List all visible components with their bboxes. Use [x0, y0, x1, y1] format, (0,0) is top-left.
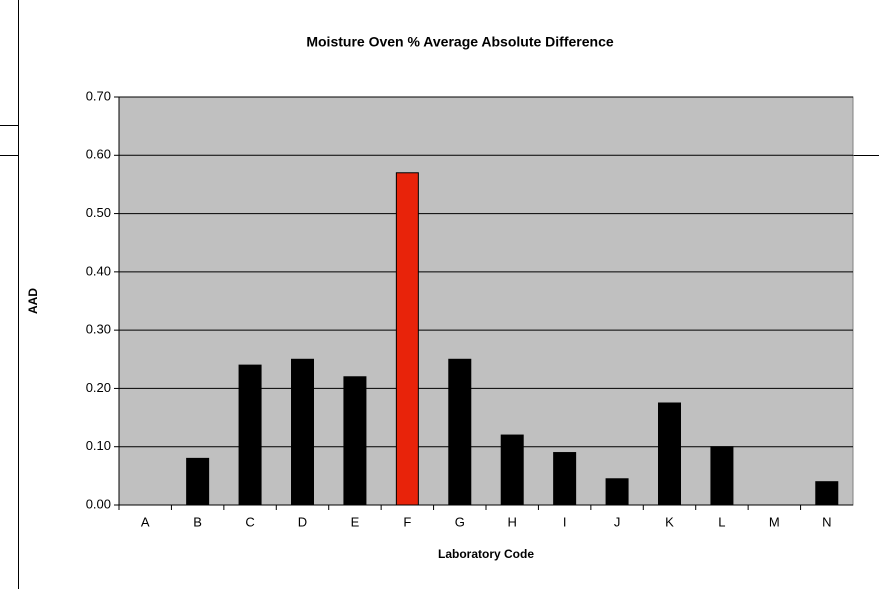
y-tick-label: 0.50 — [86, 205, 111, 220]
bar — [710, 446, 734, 506]
chart-title: Moisture Oven % Average Absolute Differe… — [306, 34, 614, 50]
y-tick-label: 0.10 — [86, 438, 111, 453]
bar — [553, 452, 577, 506]
y-tick-label: 0.20 — [86, 380, 111, 395]
bar — [238, 364, 262, 506]
x-tick-label: D — [298, 514, 307, 529]
bar — [186, 457, 210, 506]
y-tick-label: 0.60 — [86, 147, 111, 162]
x-tick-label: M — [769, 514, 780, 529]
plot-area — [118, 96, 854, 506]
bar — [395, 172, 419, 506]
bar — [605, 478, 629, 506]
x-tick-label: K — [665, 514, 674, 529]
y-tick-label: 0.30 — [86, 322, 111, 337]
y-axis-label: AAD — [26, 288, 40, 314]
bar — [815, 481, 839, 506]
x-tick-label: N — [822, 514, 831, 529]
x-tick-label: H — [508, 514, 517, 529]
y-tick-label: 0.70 — [86, 88, 111, 103]
x-tick-label: L — [718, 514, 725, 529]
y-tick-label: 0.00 — [86, 496, 111, 511]
bar — [658, 402, 681, 506]
x-tick-label: F — [403, 514, 411, 529]
y-tick-label: 0.40 — [86, 263, 111, 278]
x-tick-label: J — [614, 514, 621, 529]
x-tick-label: E — [351, 514, 360, 529]
bar — [500, 434, 524, 506]
bar — [291, 358, 314, 506]
bar — [343, 376, 367, 506]
x-tick-label: B — [193, 514, 202, 529]
x-tick-label: I — [563, 514, 567, 529]
x-tick-label: A — [141, 514, 150, 529]
bar — [448, 358, 472, 506]
x-axis-label: Laboratory Code — [438, 547, 534, 561]
x-tick-label: C — [245, 514, 254, 529]
x-tick-label: G — [455, 514, 465, 529]
